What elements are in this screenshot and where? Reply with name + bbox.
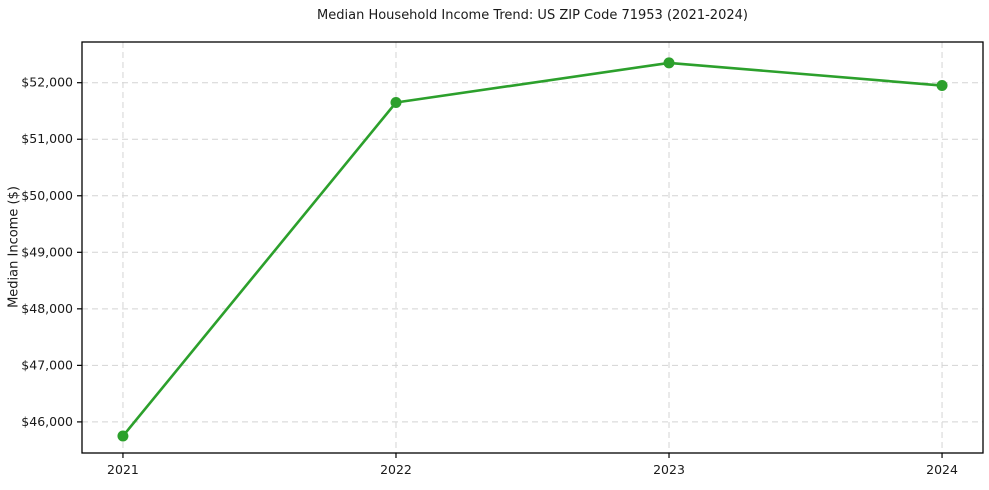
x-tick-label: 2023 [653,462,685,477]
y-tick-label: $46,000 [21,414,73,429]
y-tick-label: $47,000 [21,357,73,372]
chart-title: Median Household Income Trend: US ZIP Co… [317,8,748,23]
trend-line [121,61,944,438]
y-tick-label: $51,000 [21,131,73,146]
x-tick-label: 2022 [380,462,412,477]
y-tick-label: $49,000 [21,244,73,259]
y-tick-label: $48,000 [21,301,73,316]
data-point-marker [117,430,129,442]
x-tick-label: 2024 [926,462,958,477]
x-tick-label: 2021 [107,462,139,477]
y-tick-label: $52,000 [21,75,73,90]
y-tick-label: $50,000 [21,188,73,203]
data-point-marker [936,80,948,92]
data-point-marker [663,57,675,69]
data-point-marker [390,96,402,108]
plot-border [81,41,984,454]
